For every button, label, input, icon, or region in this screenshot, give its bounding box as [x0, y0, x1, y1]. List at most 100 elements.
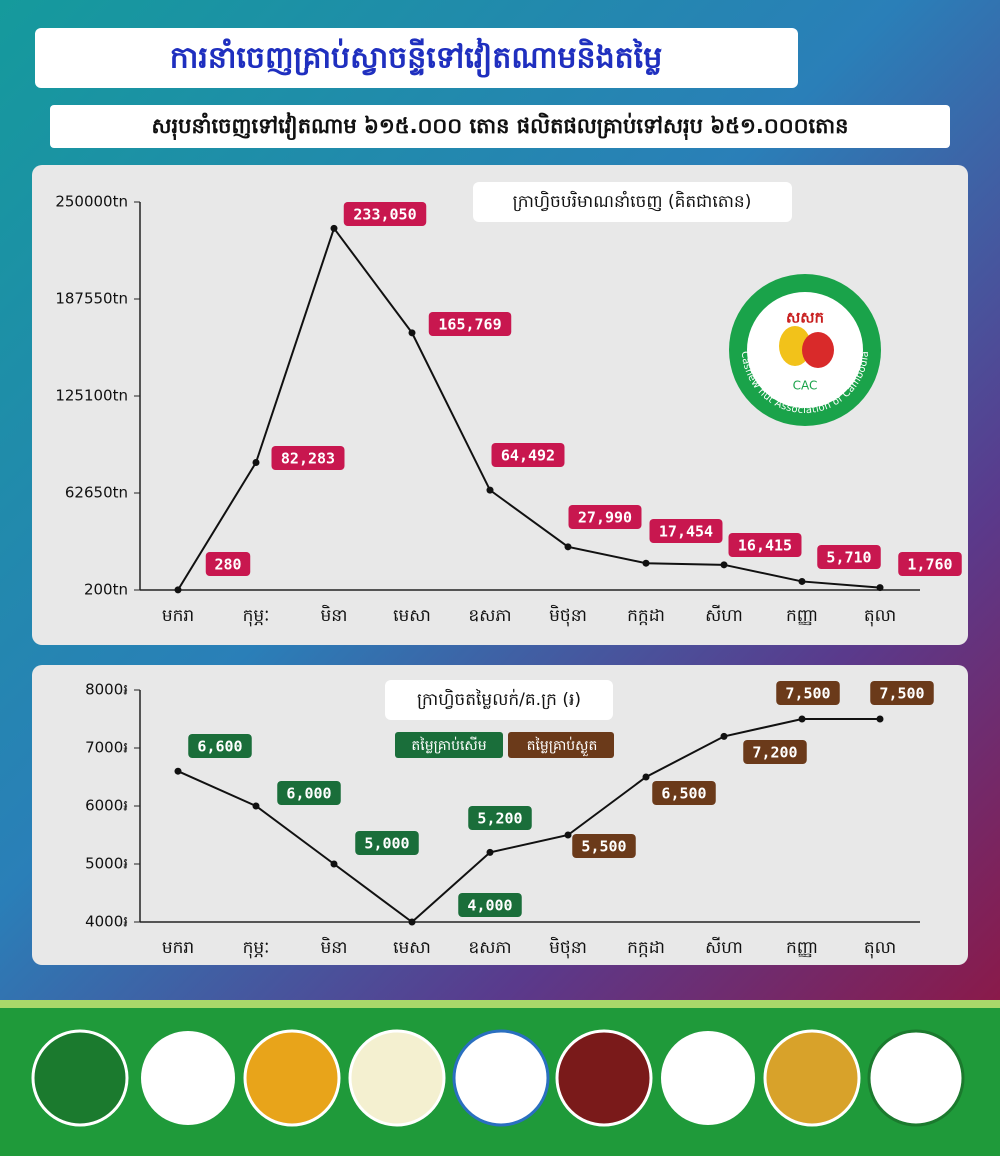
point: [642, 773, 650, 781]
value-label: 7,500: [879, 685, 924, 703]
point: [720, 732, 728, 740]
value-label: 5,000: [364, 835, 409, 853]
value-label-box: [728, 533, 802, 557]
value-label: 5,500: [581, 838, 626, 856]
x-tick-label: មេសា: [393, 938, 431, 958]
y-tick-label: 8000៛: [85, 681, 128, 699]
point: [408, 329, 416, 337]
value-label: 280: [214, 556, 241, 574]
value-label: 64,492: [501, 447, 555, 465]
partner-logo: [31, 1029, 129, 1127]
value-label: 17,454: [659, 523, 713, 541]
x-tick-label: មករា: [162, 606, 194, 626]
legend-box: [508, 732, 614, 758]
x-tick-label: កក្កដា: [627, 938, 665, 958]
y-tick-label: 125100tn: [55, 387, 128, 405]
logo: សសក CAC Cashew nut Association of Cambod…: [729, 274, 881, 426]
x-tick-label: មិនា: [321, 604, 348, 626]
value-label-box: [188, 734, 252, 758]
value-label: 7,500: [785, 685, 830, 703]
chart-title-box: [385, 680, 613, 720]
value-label: 5,710: [826, 549, 871, 567]
value-label: 1,760: [907, 556, 952, 574]
point: [798, 577, 806, 585]
point: [174, 586, 182, 594]
x-tick-label: មិថុនា: [549, 936, 587, 959]
value-label-box: [649, 519, 723, 543]
value-label: 6,600: [197, 738, 242, 756]
x-tick-label: កក្កដា: [627, 606, 665, 626]
value-label-box: [277, 781, 341, 805]
logo-fruit: [802, 332, 834, 368]
value-label: 5,200: [477, 810, 522, 828]
y-tick-label: 4000៛: [85, 913, 128, 931]
point: [252, 802, 260, 810]
value-label: 82,283: [281, 450, 335, 468]
value-label-box: [355, 831, 419, 855]
x-tick-label: មេសា: [393, 606, 431, 626]
subtitle-box: [50, 105, 950, 148]
value-label-box: [572, 834, 636, 858]
partner-logo: [661, 1031, 755, 1125]
y-tick-label: 7000៛: [85, 739, 128, 757]
partner-logos: [31, 1029, 965, 1127]
subtitle: សរុបនាំចេញទៅវៀតណាម ៦១៥.០០០ តោន ផលិតផលគ្រ…: [151, 112, 848, 141]
partner-logo: [555, 1029, 653, 1127]
point: [642, 559, 650, 567]
y-tick-label: 62650tn: [65, 484, 128, 502]
partner-logo: [141, 1031, 235, 1125]
title-box: [35, 28, 798, 88]
line: [177, 718, 880, 924]
logo-short: សសក: [786, 309, 824, 327]
value-label: 233,050: [353, 206, 416, 224]
logo-abbr: CAC: [793, 379, 818, 393]
legend-label: តម្លៃគ្រាប់ស្ងួត: [527, 736, 598, 757]
x-tick-label: សីហា: [705, 936, 743, 958]
value-label: 7,200: [752, 744, 797, 762]
point: [330, 860, 338, 868]
value-label-box: [271, 446, 345, 470]
point: [564, 831, 572, 839]
value-label-box: [817, 545, 881, 569]
x-tick-label: ឧសភា: [468, 938, 511, 958]
value-label: 16,415: [738, 537, 792, 555]
y-tick-label: 6000៛: [85, 797, 128, 815]
value-label-box: [428, 312, 512, 336]
value-label-box: [458, 893, 522, 917]
chart-title: ក្រាហ្វិចបរិមាណនាំចេញ (គិតជាតោន): [513, 190, 752, 212]
value-label-box: [491, 443, 565, 467]
point: [408, 918, 416, 926]
chart-title: ក្រាហ្វិចតម្លៃលក់/គ.ក្រ (៛): [417, 688, 581, 710]
point: [876, 715, 884, 723]
value-label-box: [652, 781, 716, 805]
value-label: 6,500: [661, 785, 706, 803]
panel: [32, 165, 968, 645]
point: [252, 459, 260, 467]
y-tick-label: 200tn: [84, 581, 128, 599]
point: [720, 561, 728, 569]
footer-stripe: [0, 1000, 1000, 1008]
title: ការនាំចេញគ្រាប់ស្វាចន្ទីទៅវៀតណាមនិងតម្លៃ: [170, 38, 662, 79]
partner-logo: [867, 1029, 965, 1127]
point: [486, 848, 494, 856]
y-tick-label: 250000tn: [55, 193, 128, 211]
partner-logo: [348, 1029, 446, 1127]
point: [486, 486, 494, 494]
value-label-box: [468, 806, 532, 830]
x-tick-label: មករា: [162, 938, 194, 958]
value-label: 27,990: [578, 509, 632, 527]
point: [174, 767, 182, 775]
value-label-box: [568, 505, 642, 529]
value-label-box: [743, 740, 807, 764]
legend-label: តម្លៃគ្រាប់សើម: [411, 736, 486, 754]
point: [564, 543, 572, 551]
partner-logo: [452, 1029, 550, 1127]
x-tick-label: មិថុនា: [549, 604, 587, 627]
x-tick-label: សីហា: [705, 604, 743, 626]
value-label-box: [870, 681, 934, 705]
x-tick-label: កញ្ញា: [786, 938, 818, 958]
x-tick-label: កុម្ភៈ: [243, 938, 270, 959]
value-label-box: [898, 552, 962, 576]
value-label: 4,000: [467, 897, 512, 915]
